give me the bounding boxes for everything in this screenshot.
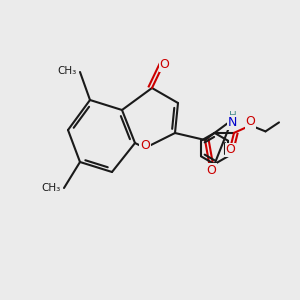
Text: N: N: [228, 116, 237, 129]
Text: O: O: [160, 58, 170, 71]
Text: O: O: [140, 139, 150, 152]
Text: CH₃: CH₃: [42, 183, 61, 193]
Text: CH₃: CH₃: [58, 65, 77, 76]
Text: O: O: [226, 143, 235, 156]
Text: O: O: [246, 115, 255, 128]
Text: H: H: [229, 111, 236, 122]
Text: O: O: [207, 164, 216, 177]
